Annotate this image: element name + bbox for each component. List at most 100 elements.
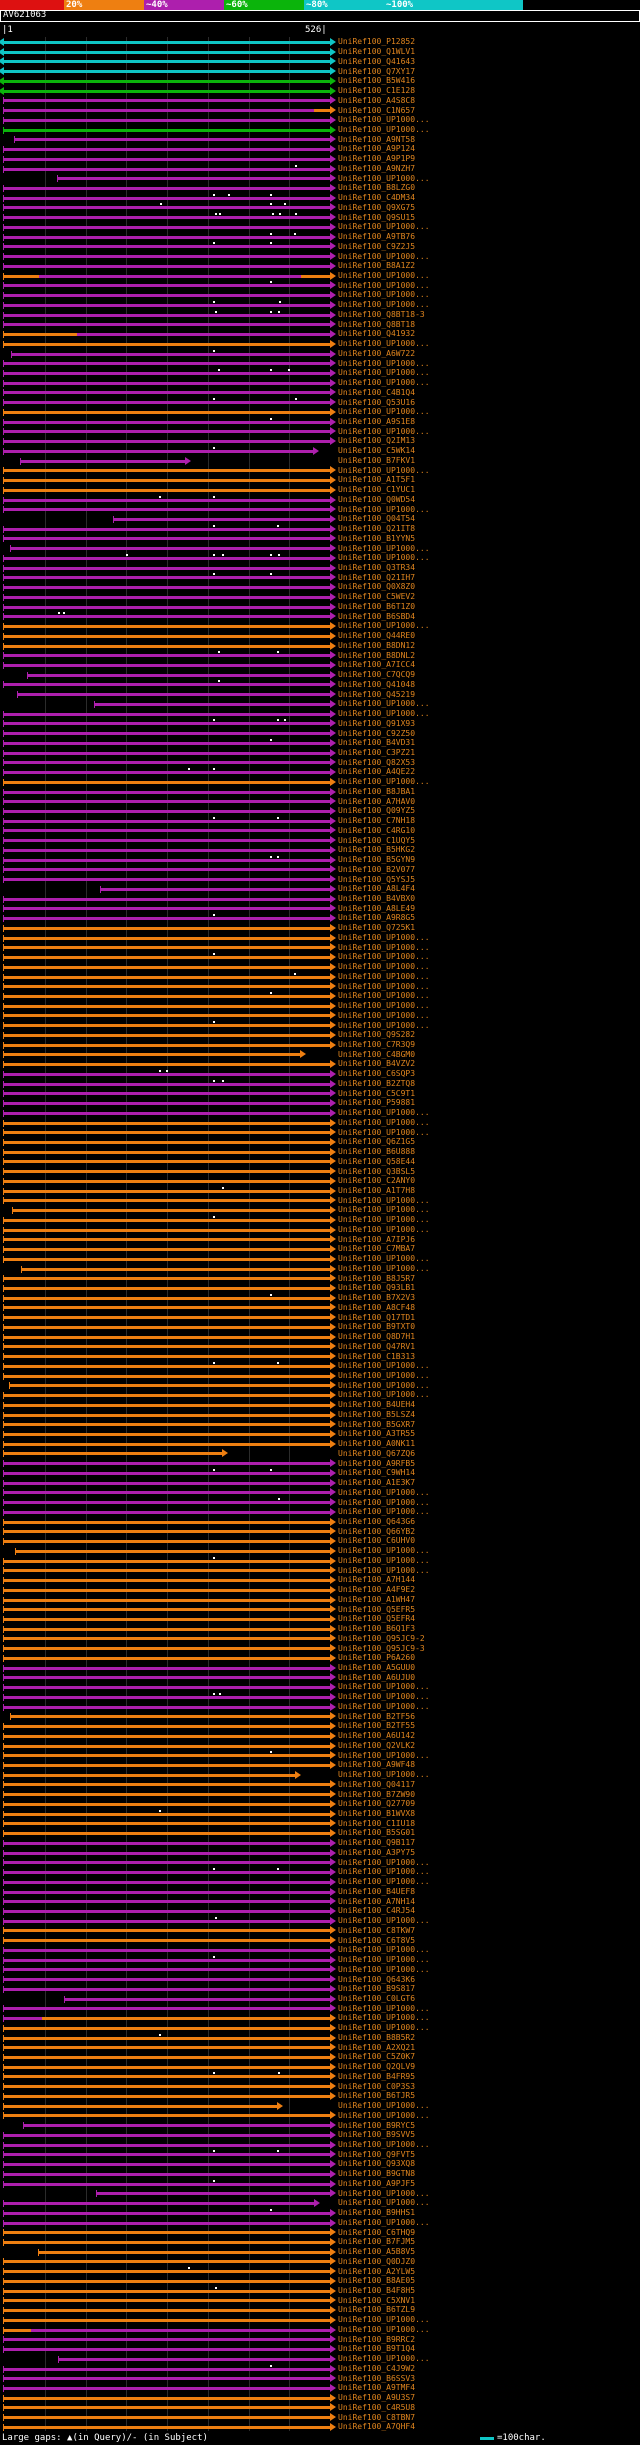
hit-row[interactable]: UniRef100_C4BGM0 <box>0 1049 640 1059</box>
hit-row[interactable]: UniRef100_C6SQP3 <box>0 1069 640 1079</box>
hit-row[interactable]: UniRef100_Q5EFR5 <box>0 1604 640 1614</box>
hit-row[interactable]: UniRef100_UP1000... <box>0 1692 640 1702</box>
hit-label[interactable]: UniRef100_UP1000... <box>338 1390 430 1400</box>
hit-row[interactable]: UniRef100_B7FJM5 <box>0 2237 640 2247</box>
hit-label[interactable]: UniRef100_C4R5U8 <box>338 2402 416 2412</box>
hit-row[interactable]: UniRef100_UP1000... <box>0 504 640 514</box>
hit-label[interactable]: UniRef100_Q7XY17 <box>338 66 416 76</box>
hit-row[interactable]: UniRef100_Q45219 <box>0 689 640 699</box>
hit-row[interactable]: UniRef100_UP1000... <box>0 1205 640 1215</box>
hit-label[interactable]: UniRef100_C3PZ21 <box>338 747 416 757</box>
hit-row[interactable]: UniRef100_UP1000... <box>0 339 640 349</box>
hit-label[interactable]: UniRef100_B6SSV3 <box>338 2373 416 2383</box>
hit-label[interactable]: UniRef100_A1E3K7 <box>338 1478 416 1488</box>
hit-row[interactable]: UniRef100_A5B8V5 <box>0 2247 640 2257</box>
hit-label[interactable]: UniRef100_Q3BSL5 <box>338 1166 416 1176</box>
hit-row[interactable]: UniRef100_B4VD31 <box>0 738 640 748</box>
hit-row[interactable]: UniRef100_UP1000... <box>0 1215 640 1225</box>
hit-label[interactable]: UniRef100_C8TKW7 <box>338 1925 416 1935</box>
hit-label[interactable]: UniRef100_UP1000... <box>338 962 430 972</box>
hit-label[interactable]: UniRef100_UP1000... <box>338 2110 430 2120</box>
hit-row[interactable]: UniRef100_Q7XY17 <box>0 66 640 76</box>
hit-row[interactable]: UniRef100_B8J5R7 <box>0 1273 640 1283</box>
hit-label[interactable]: UniRef100_C5WEV2 <box>338 592 416 602</box>
hit-label[interactable]: UniRef100_B8B5R2 <box>338 2032 416 2042</box>
hit-label[interactable]: UniRef100_P6A260 <box>338 1653 416 1663</box>
hit-label[interactable]: UniRef100_C4DM34 <box>338 193 416 203</box>
hit-label[interactable]: UniRef100_Q04T54 <box>338 514 416 524</box>
hit-label[interactable]: UniRef100_Q95JC9-2 <box>338 1633 425 1643</box>
hit-row[interactable]: UniRef100_UP1000... <box>0 1507 640 1517</box>
hit-row[interactable]: UniRef100_C1B313 <box>0 1351 640 1361</box>
hit-row[interactable]: UniRef100_Q17TD1 <box>0 1312 640 1322</box>
hit-label[interactable]: UniRef100_B2V077 <box>338 864 416 874</box>
hit-label[interactable]: UniRef100_B4UEF8 <box>338 1886 416 1896</box>
hit-label[interactable]: UniRef100_UP1000... <box>338 1127 430 1137</box>
hit-row[interactable]: UniRef100_A7IPJ6 <box>0 1234 640 1244</box>
hit-label[interactable]: UniRef100_Q58E44 <box>338 1156 416 1166</box>
hit-row[interactable]: UniRef100_Q66YB2 <box>0 1526 640 1536</box>
hit-label[interactable]: UniRef100_UP1000... <box>338 270 430 280</box>
hit-row[interactable]: UniRef100_P6A260 <box>0 1653 640 1663</box>
hit-label[interactable]: UniRef100_Q0X8Z0 <box>338 582 416 592</box>
hit-row[interactable]: UniRef100_UP1000... <box>0 2003 640 2013</box>
hit-label[interactable]: UniRef100_B2TF56 <box>338 1711 416 1721</box>
hit-label[interactable]: UniRef100_Q2QLV9 <box>338 2062 416 2072</box>
hit-label[interactable]: UniRef100_B1WVX8 <box>338 1809 416 1819</box>
hit-row[interactable]: UniRef100_Q8BT18-3 <box>0 310 640 320</box>
hit-label[interactable]: UniRef100_B9T1Q4 <box>338 2344 416 2354</box>
hit-label[interactable]: UniRef100_Q45219 <box>338 689 416 699</box>
hit-label[interactable]: UniRef100_B9TXT0 <box>338 1322 416 1332</box>
hit-row[interactable]: UniRef100_UP1000... <box>0 1702 640 1712</box>
hit-row[interactable]: UniRef100_B9RRC2 <box>0 2334 640 2344</box>
hit-label[interactable]: UniRef100_Q5YSJ5 <box>338 874 416 884</box>
hit-row[interactable]: UniRef100_UP1000... <box>0 1118 640 1128</box>
hit-row[interactable]: UniRef100_A9RFB5 <box>0 1458 640 1468</box>
hit-label[interactable]: UniRef100_A8CF48 <box>338 1302 416 1312</box>
hit-row[interactable]: UniRef100_C92Z50 <box>0 728 640 738</box>
hit-row[interactable]: UniRef100_UP1000... <box>0 1565 640 1575</box>
hit-label[interactable]: UniRef100_UP1000... <box>338 1546 430 1556</box>
hit-row[interactable]: UniRef100_B2V077 <box>0 864 640 874</box>
hit-label[interactable]: UniRef100_B5W416 <box>338 76 416 86</box>
hit-label[interactable]: UniRef100_B7ZW90 <box>338 1789 416 1799</box>
hit-label[interactable]: UniRef100_B7X2V3 <box>338 1293 416 1303</box>
hit-label[interactable]: UniRef100_B4VZV2 <box>338 1059 416 1069</box>
hit-row[interactable]: UniRef100_B2TF56 <box>0 1711 640 1721</box>
hit-row[interactable]: UniRef100_Q21IT8 <box>0 524 640 534</box>
hit-row[interactable]: UniRef100_UP1000... <box>0 1195 640 1205</box>
hit-label[interactable]: UniRef100_UP1000... <box>338 1263 430 1273</box>
hit-label[interactable]: UniRef100_A7ICC4 <box>338 660 416 670</box>
hit-row[interactable]: UniRef100_A5GUU0 <box>0 1663 640 1673</box>
hit-row[interactable]: UniRef100_Q95JC9-2 <box>0 1633 640 1643</box>
hit-row[interactable]: UniRef100_A4S8C8 <box>0 95 640 105</box>
hit-row[interactable]: UniRef100_C1YUC1 <box>0 485 640 495</box>
hit-row[interactable]: UniRef100_A1T7H8 <box>0 1186 640 1196</box>
hit-row[interactable]: UniRef100_C1UQY5 <box>0 835 640 845</box>
hit-label[interactable]: UniRef100_A9P1P9 <box>338 154 416 164</box>
hit-label[interactable]: UniRef100_UP1000... <box>338 290 430 300</box>
hit-row[interactable]: UniRef100_Q04117 <box>0 1779 640 1789</box>
hit-row[interactable]: UniRef100_B9TXT0 <box>0 1322 640 1332</box>
hit-row[interactable]: UniRef100_C4J9W2 <box>0 2364 640 2374</box>
hit-row[interactable]: UniRef100_Q41932 <box>0 329 640 339</box>
hit-label[interactable]: UniRef100_UP1000... <box>338 2354 430 2364</box>
hit-label[interactable]: UniRef100_Q0WD54 <box>338 494 416 504</box>
hit-row[interactable]: UniRef100_B9GTN8 <box>0 2169 640 2179</box>
hit-label[interactable]: UniRef100_A7QHF4 <box>338 2422 416 2432</box>
hit-row[interactable]: UniRef100_UP1000... <box>0 1877 640 1887</box>
hit-row[interactable]: UniRef100_UP1000... <box>0 777 640 787</box>
hit-row[interactable]: UniRef100_B9HHS1 <box>0 2208 640 2218</box>
hit-label[interactable]: UniRef100_Q27709 <box>338 1799 416 1809</box>
hit-label[interactable]: UniRef100_A9U3S7 <box>338 2393 416 2403</box>
hit-label[interactable]: UniRef100_UP1000... <box>338 1195 430 1205</box>
hit-label[interactable]: UniRef100_B9RRC2 <box>338 2334 416 2344</box>
hit-label[interactable]: UniRef100_A9RFB5 <box>338 1458 416 1468</box>
hit-row[interactable]: UniRef100_C7MBA7 <box>0 1244 640 1254</box>
hit-label[interactable]: UniRef100_UP1000... <box>338 2324 430 2334</box>
hit-row[interactable]: UniRef100_Q53U16 <box>0 397 640 407</box>
hit-row[interactable]: UniRef100_C3PZ21 <box>0 748 640 758</box>
hit-row[interactable]: UniRef100_UP1000... <box>0 290 640 300</box>
hit-row[interactable]: UniRef100_A9P1P9 <box>0 154 640 164</box>
hit-row[interactable]: UniRef100_UP1000... <box>0 465 640 475</box>
